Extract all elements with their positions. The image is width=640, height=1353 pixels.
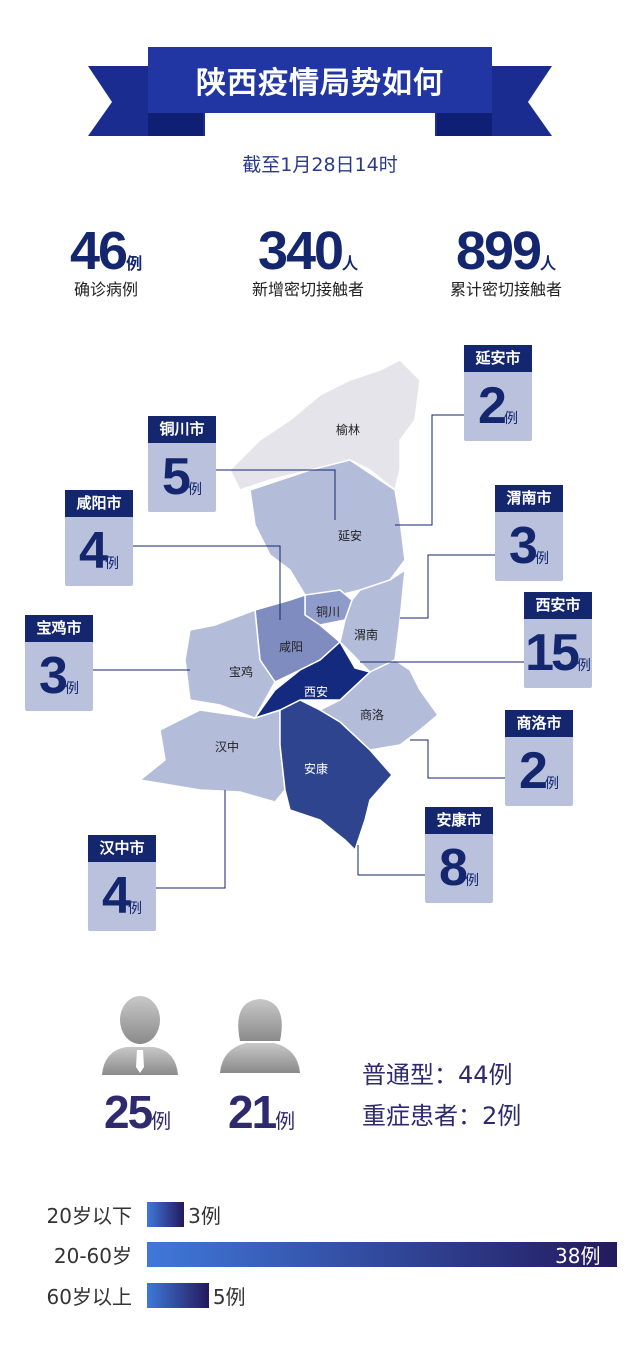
age-bar (147, 1242, 617, 1267)
normal-cases: 普通型：44例 (362, 1061, 513, 1089)
age-value-label: 5例 (212, 1285, 246, 1309)
shaanxi-map (93, 359, 524, 889)
city-box-xian: 西安市 15例 (524, 592, 592, 688)
city-box-tongchuan: 铜川市 5例 (148, 416, 216, 512)
age-value-label: 3例 (188, 1204, 221, 1228)
age-value-label: 38例 (555, 1244, 601, 1268)
region-label: 安康 (304, 762, 329, 776)
age-bar (147, 1283, 209, 1308)
region-label: 榆林 (336, 423, 361, 437)
age-label: 20岁以下 (46, 1204, 132, 1228)
region-hanzhong (138, 708, 286, 803)
age-bar (147, 1202, 185, 1227)
city-box-xianyang: 咸阳市 4例 (65, 490, 133, 586)
page-title: 陕西疫情局势如何 (148, 47, 492, 113)
male-count: 25例 (104, 1086, 172, 1138)
region-xian (253, 640, 372, 720)
region-weinan (339, 568, 406, 673)
city-box-hanzhong: 汉中市 4例 (88, 835, 156, 931)
region-label: 商洛 (360, 708, 385, 722)
city-box-shangluo: 商洛市 2例 (505, 710, 573, 806)
region-label: 铜川 (316, 605, 341, 619)
region-baoji (184, 608, 276, 719)
city-box-yanan: 延安市 2例 (464, 345, 532, 441)
age-label: 60岁以上 (46, 1285, 132, 1309)
male-icon (102, 996, 178, 1075)
city-box-baoji: 宝鸡市 3例 (25, 615, 93, 711)
female-count: 21例 (228, 1086, 296, 1138)
region-label: 汉中 (215, 740, 240, 754)
leader-lines (93, 414, 524, 889)
stat-total-contacts: 899人 累计密切接触者 (450, 221, 563, 299)
date-note: 截至1月28日14时 (242, 154, 398, 176)
stat-confirmed: 46例 确诊病例 (70, 221, 143, 299)
region-ankang (279, 699, 393, 852)
region-shangluo (318, 659, 440, 751)
severe-cases: 重症患者：2例 (362, 1102, 522, 1130)
city-box-ankang: 安康市 8例 (425, 807, 493, 903)
region-label: 渭南 (354, 628, 379, 642)
age-label: 20-60岁 (53, 1244, 132, 1268)
region-label: 咸阳 (279, 640, 304, 654)
region-label: 西安 (304, 685, 329, 699)
city-box-weinan: 渭南市 3例 (495, 485, 563, 581)
stat-new-contacts: 340人 新增密切接触者 (252, 221, 365, 299)
region-label: 延安 (338, 529, 363, 543)
region-label: 宝鸡 (229, 665, 254, 679)
female-icon (220, 999, 300, 1073)
